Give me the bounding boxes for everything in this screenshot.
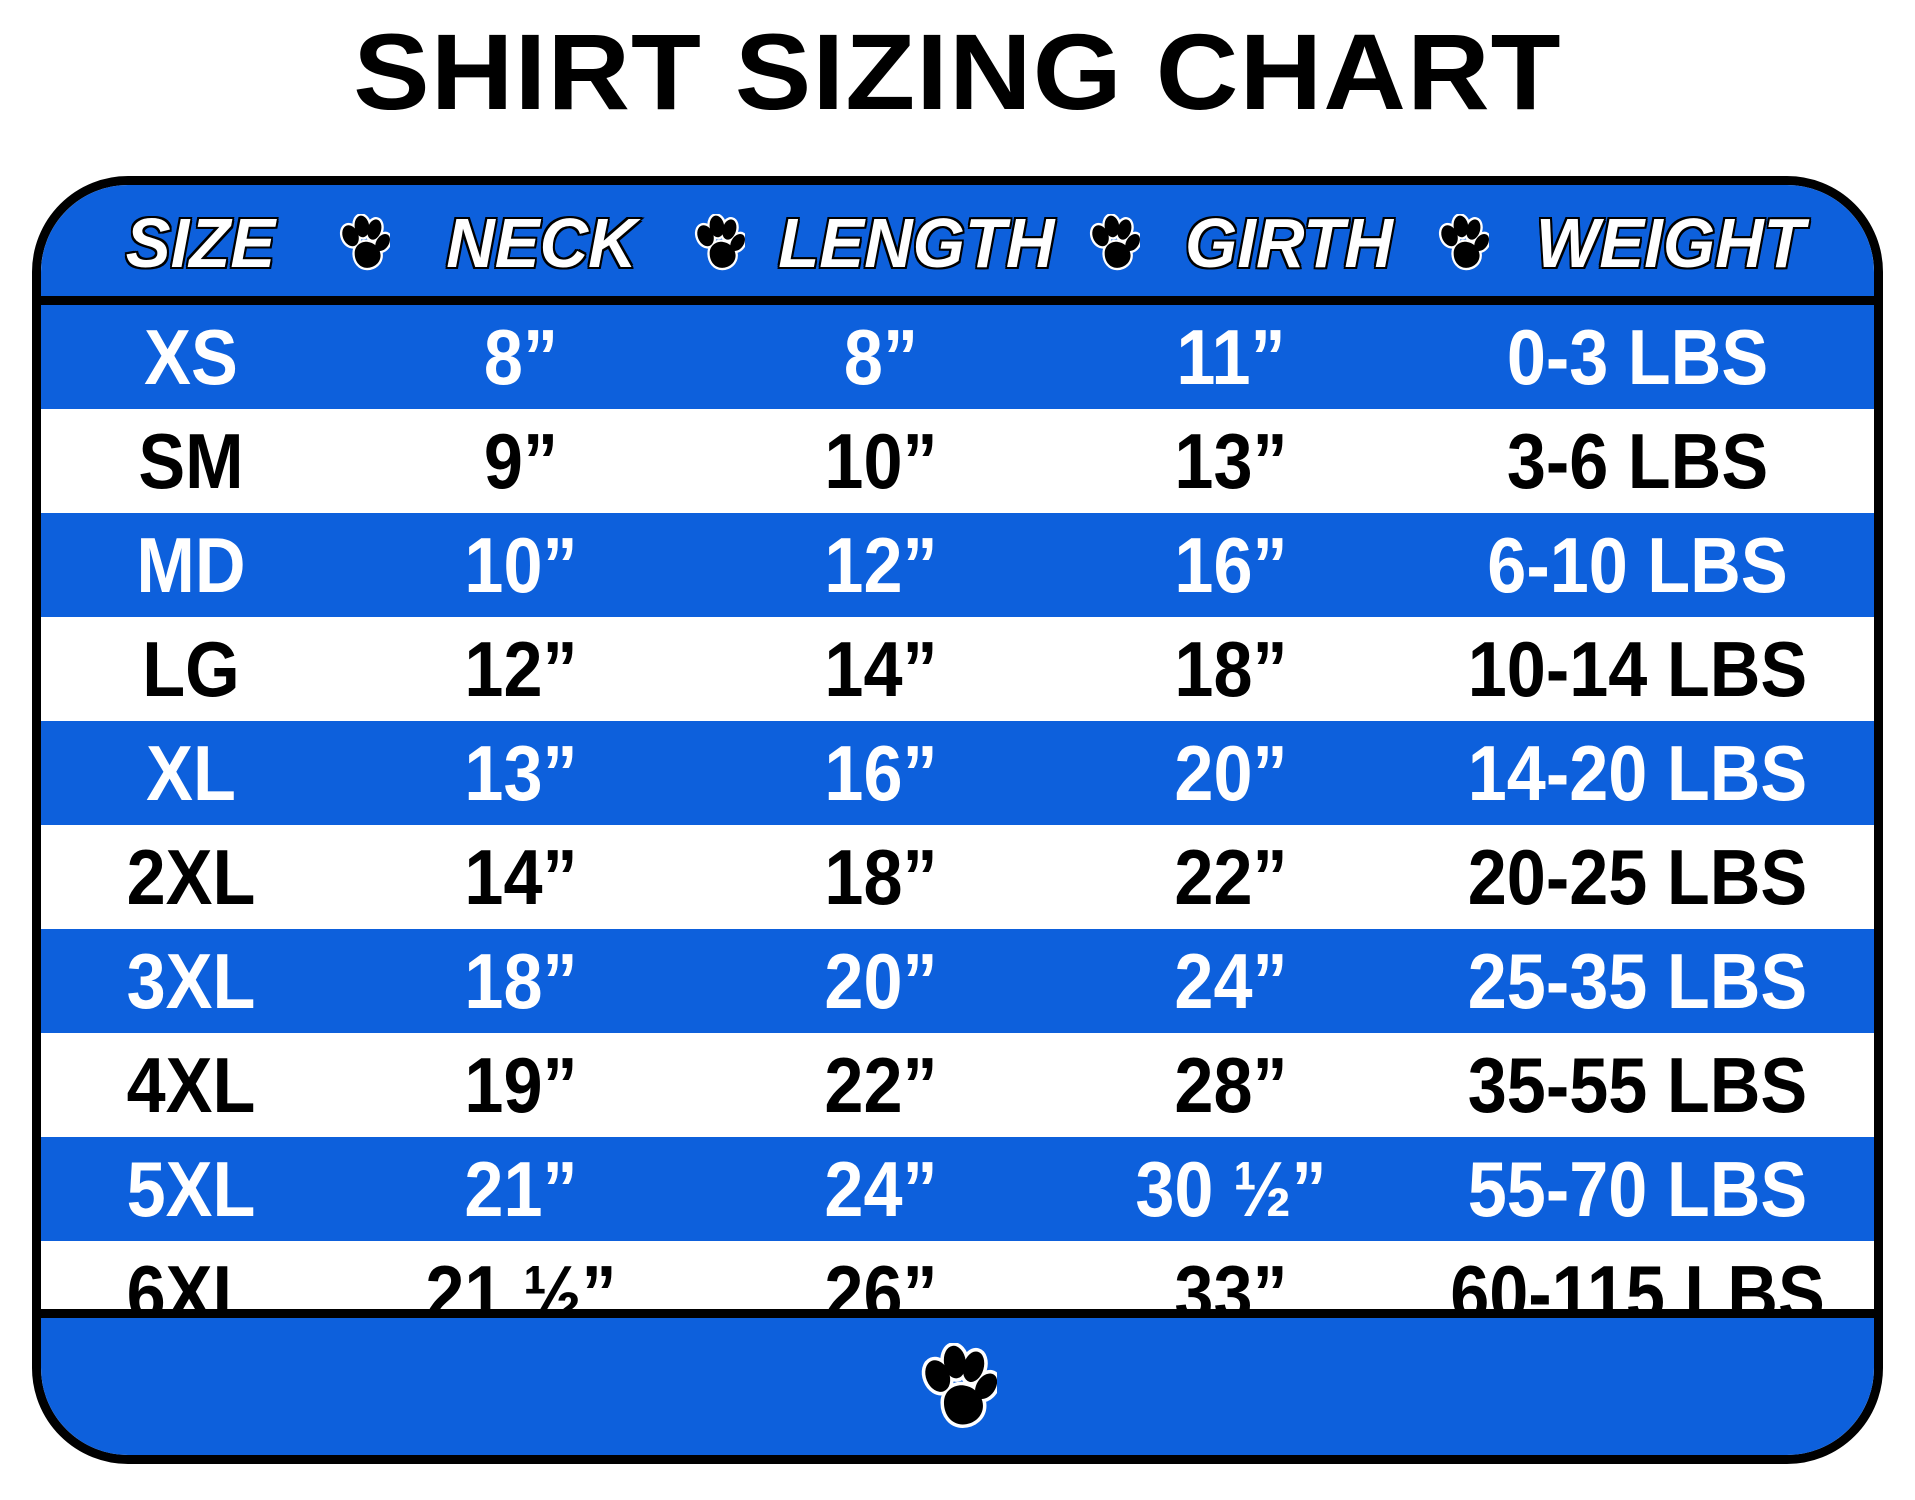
table-row: SM 9” 10” 13” 3-6 LBS [41,409,1874,513]
paw-print-icon [339,213,390,270]
cell-weight: 10-14 LBS [1467,625,1808,713]
paw-separator-1 [326,213,402,272]
table-row: XS 8” 8” 11” 0-3 LBS [41,305,1874,409]
column-header-size: SIZE [124,203,276,282]
cell-size: 3XL [126,937,256,1025]
cell-weight: 14-20 LBS [1467,729,1808,817]
cell-size: LG [142,625,240,713]
cell-neck: 13” [464,729,578,817]
cell-length: 8” [843,313,919,401]
cell-weight: 0-3 LBS [1506,313,1769,401]
cell-weight: 6-10 LBS [1487,521,1788,609]
paw-print-icon [1089,213,1140,270]
cell-girth: 30 ½” [1135,1145,1327,1233]
paw-print-icon [694,213,745,270]
page-title: SHIRT SIZING CHART [353,11,1562,132]
cell-neck: 21” [464,1145,578,1233]
cell-length: 24” [824,1145,938,1233]
column-header-neck: NECK [445,203,638,282]
cell-length: 10” [824,417,938,505]
cell-girth: 11” [1176,313,1286,401]
cell-weight: 3-6 LBS [1506,417,1769,505]
cell-girth: 20” [1174,729,1288,817]
cell-length: 16” [824,729,938,817]
paw-separator-3 [1076,213,1152,272]
cell-length: 12” [824,521,938,609]
cell-neck: 10” [464,521,578,609]
table-header-row: SIZE [41,185,1874,305]
table-body: XS 8” 8” 11” 0-3 LBS SM 9” 10” 13” 3-6 L… [41,305,1874,1345]
cell-weight: 55-70 LBS [1467,1145,1808,1233]
table-row: 5XL 21” 24” 30 ½” 55-70 LBS [41,1137,1874,1241]
cell-size: XS [144,313,238,401]
cell-neck: 8” [483,313,559,401]
cell-size: 4XL [126,1041,256,1129]
cell-neck: 18” [464,937,578,1025]
table-row: 2XL 14” 18” 22” 20-25 LBS [41,825,1874,929]
table-row: LG 12” 14” 18” 10-14 LBS [41,617,1874,721]
column-header-weight: WEIGHT [1535,203,1807,282]
cell-weight: 25-35 LBS [1467,937,1808,1025]
cell-girth: 16” [1174,521,1288,609]
cell-size: 5XL [126,1145,256,1233]
cell-girth: 13” [1174,417,1288,505]
cell-length: 20” [824,937,938,1025]
cell-size: 2XL [126,833,256,921]
cell-girth: 18” [1174,625,1288,713]
table-row: MD 10” 12” 16” 6-10 LBS [41,513,1874,617]
cell-neck: 14” [464,833,578,921]
cell-size: SM [138,417,244,505]
cell-size: XL [146,729,236,817]
cell-length: 22” [824,1041,938,1129]
sizing-table-card: SIZE [32,176,1883,1464]
cell-length: 14” [824,625,938,713]
footer-band [41,1309,1874,1455]
column-header-girth: GIRTH [1183,203,1394,282]
cell-neck: 19” [464,1041,578,1129]
paw-print-icon [1439,213,1490,270]
table-row: XL 13” 16” 20” 14-20 LBS [41,721,1874,825]
paw-separator-4 [1425,213,1501,272]
cell-length: 18” [824,833,938,921]
cell-neck: 9” [483,417,559,505]
table-row: 4XL 19” 22” 28” 35-55 LBS [41,1033,1874,1137]
cell-weight: 35-55 LBS [1467,1041,1808,1129]
cell-girth: 28” [1174,1041,1288,1129]
cell-weight: 20-25 LBS [1467,833,1808,921]
paw-print-icon [921,1342,997,1428]
cell-neck: 12” [464,625,578,713]
cell-girth: 22” [1174,833,1288,921]
paw-separator-2 [681,213,757,272]
table-row: 3XL 18” 20” 24” 25-35 LBS [41,929,1874,1033]
cell-girth: 24” [1174,937,1288,1025]
column-header-length: LENGTH [777,203,1056,282]
cell-size: MD [136,521,246,609]
